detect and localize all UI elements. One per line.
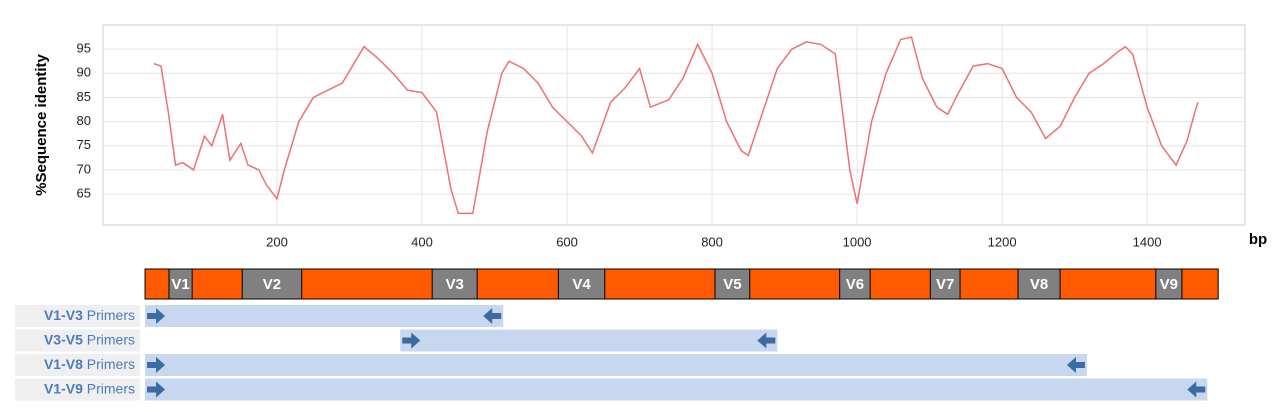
x-tick-label: 400 bbox=[411, 234, 433, 249]
y-tick-label: 90 bbox=[77, 65, 91, 80]
x-tick-label: 1400 bbox=[1133, 234, 1162, 249]
primer-label-bg bbox=[15, 378, 140, 401]
reverse-arrow bbox=[1066, 357, 1085, 373]
plot-area bbox=[102, 24, 1246, 226]
primer-label-bg bbox=[15, 305, 140, 327]
primer-label-bg bbox=[15, 354, 140, 376]
y-tick-label: 75 bbox=[77, 137, 91, 152]
primer-name: V1-V3 bbox=[44, 307, 83, 323]
reverse-arrow bbox=[1187, 381, 1206, 398]
primer-label: V1-V9 Primers bbox=[44, 380, 135, 396]
primer-name: V1-V9 bbox=[44, 380, 83, 396]
primer-span bbox=[145, 305, 504, 327]
variable-region bbox=[557, 268, 606, 300]
primer-label-bg bbox=[15, 329, 140, 352]
x-tick-label: 1200 bbox=[988, 234, 1017, 249]
y-tick-label: 85 bbox=[77, 89, 91, 104]
y-tick-label: 95 bbox=[77, 41, 91, 56]
region-label: V4 bbox=[572, 276, 591, 293]
region-label: V8 bbox=[1030, 276, 1048, 293]
variable-region bbox=[1017, 268, 1061, 300]
x-axis-label: bp bbox=[1249, 231, 1267, 248]
primer-span bbox=[145, 354, 1087, 376]
region-label: V9 bbox=[1160, 276, 1178, 293]
reverse-arrow bbox=[483, 308, 502, 324]
x-tick-label: 200 bbox=[266, 234, 288, 249]
variable-region bbox=[241, 268, 303, 300]
variable-region bbox=[168, 268, 193, 300]
x-tick-label: 1000 bbox=[843, 234, 872, 249]
primer-name: V3-V5 bbox=[44, 331, 83, 347]
region-label: V5 bbox=[723, 276, 741, 293]
region-label: V6 bbox=[846, 276, 864, 293]
region-label: V7 bbox=[936, 276, 954, 293]
x-tick-label: 600 bbox=[556, 234, 578, 249]
variable-region bbox=[929, 268, 961, 300]
primer-name: V1-V8 bbox=[44, 356, 83, 372]
y-tick-label: 80 bbox=[77, 113, 91, 128]
y-tick-label: 70 bbox=[77, 161, 91, 176]
primer-label: V1-V3 Primers bbox=[44, 307, 135, 323]
primer-span bbox=[145, 378, 1208, 401]
primer-suffix: Primers bbox=[87, 331, 135, 347]
variable-region bbox=[431, 268, 478, 300]
primer-suffix: Primers bbox=[87, 356, 135, 372]
forward-arrow bbox=[402, 332, 421, 349]
x-tick-label: 800 bbox=[701, 234, 723, 249]
y-tick-label: 65 bbox=[77, 186, 91, 201]
variable-region bbox=[1155, 268, 1183, 300]
forward-arrow bbox=[147, 381, 166, 398]
forward-arrow bbox=[147, 308, 166, 324]
region-label: V3 bbox=[445, 276, 463, 293]
region-label: V2 bbox=[263, 276, 281, 293]
variable-region bbox=[839, 268, 871, 300]
reverse-arrow bbox=[757, 332, 776, 349]
primer-span bbox=[400, 329, 778, 352]
y-axis-label: %Sequence identity bbox=[33, 53, 50, 195]
line-series bbox=[153, 36, 1199, 215]
primer-label: V1-V8 Primers bbox=[44, 356, 135, 372]
primer-label: V3-V5 Primers bbox=[44, 331, 135, 347]
variable-region bbox=[714, 268, 751, 300]
primer-suffix: Primers bbox=[87, 380, 135, 396]
region-label: V1 bbox=[171, 276, 189, 293]
primer-suffix: Primers bbox=[87, 307, 135, 323]
forward-arrow bbox=[147, 357, 166, 373]
